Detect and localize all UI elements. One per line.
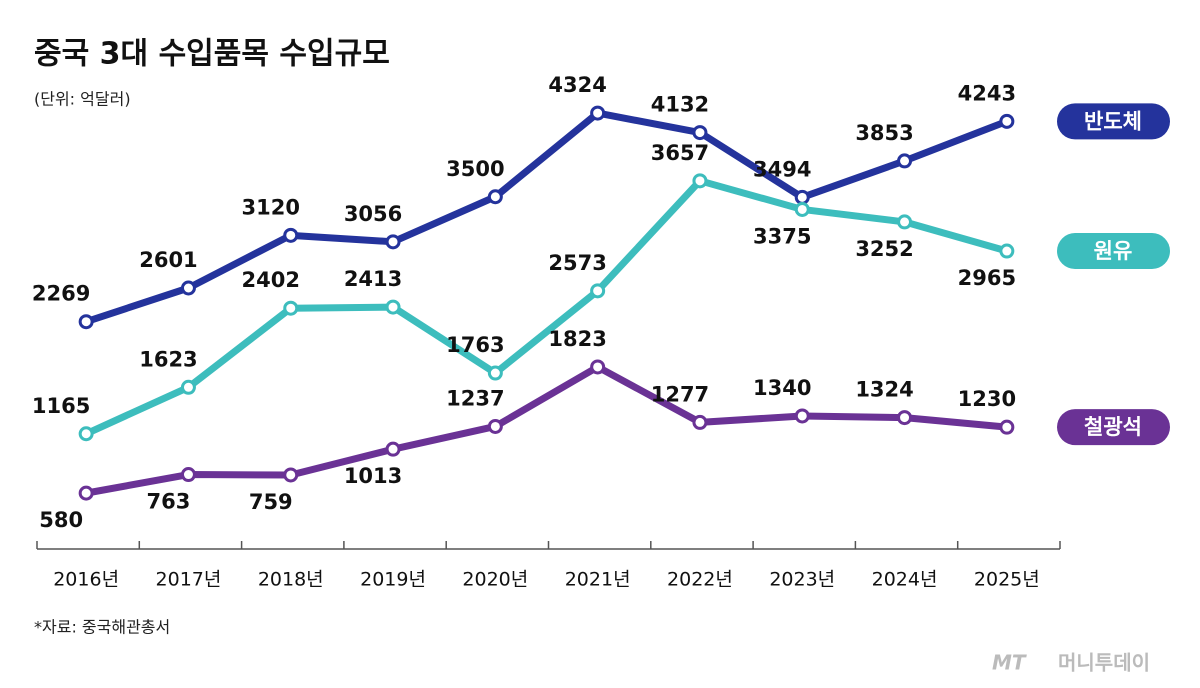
value-label: 1340 [753, 376, 811, 400]
value-label: 1237 [446, 386, 504, 410]
legend-pill [1057, 103, 1170, 140]
value-label: 1324 [855, 378, 913, 402]
point [180, 280, 196, 296]
value-label: 1165 [32, 394, 90, 418]
point [794, 408, 810, 424]
point [999, 419, 1015, 435]
value-label: 2413 [344, 267, 402, 291]
chart-title: 중국 3대 수입품목 수입규모 [34, 37, 390, 72]
point [590, 105, 606, 121]
point [590, 283, 606, 299]
series-line [85, 363, 1008, 497]
point [487, 189, 503, 205]
value-label: 2402 [242, 268, 300, 292]
point [283, 227, 299, 243]
point [692, 173, 708, 189]
value-label: 3375 [753, 224, 811, 248]
value-label: 2269 [32, 282, 90, 306]
point [283, 467, 299, 483]
value-label: 4132 [651, 93, 709, 117]
point [180, 467, 196, 483]
point [180, 379, 196, 395]
value-label: 1763 [446, 333, 504, 357]
x-tick-label: 2022년 [667, 569, 733, 591]
point [78, 426, 94, 442]
series-line [84, 177, 1008, 437]
legend-pill [1057, 409, 1170, 446]
point [78, 485, 94, 501]
point [487, 418, 503, 434]
point [999, 113, 1015, 129]
x-tick-label: 2025년 [974, 569, 1040, 591]
point [78, 314, 94, 330]
legend-pill [1057, 233, 1170, 270]
value-label: 2601 [139, 248, 197, 272]
value-label: 580 [39, 508, 83, 532]
watermark-logo: MT [992, 651, 1027, 675]
point [692, 125, 708, 141]
x-tick-label: 2017년 [156, 569, 222, 591]
series-line [85, 109, 1009, 326]
value-label: 2573 [548, 251, 606, 275]
point [283, 300, 299, 316]
value-label: 3494 [753, 157, 811, 181]
point [385, 441, 401, 457]
watermark: 머니투데이 [1058, 651, 1150, 675]
source-note: *자료: 중국해관총서 [34, 618, 170, 637]
value-label: 3120 [242, 195, 300, 219]
value-label: 3657 [651, 141, 709, 165]
x-tick-label: 2019년 [360, 569, 426, 591]
value-label: 1013 [344, 464, 402, 488]
point [794, 201, 810, 217]
value-label: 3056 [344, 202, 402, 226]
legend-label: 반도체 [1084, 109, 1142, 133]
x-tick-label: 2021년 [565, 569, 631, 591]
legend-label: 원유 [1094, 239, 1133, 263]
value-label: 1230 [958, 387, 1016, 411]
x-tick-label: 2024년 [872, 569, 938, 591]
value-label: 763 [147, 490, 191, 514]
point [385, 234, 401, 250]
x-tick-label: 2018년 [258, 569, 324, 591]
point [897, 410, 913, 426]
value-label: 3252 [855, 237, 913, 261]
value-label: 1623 [139, 347, 197, 371]
value-label: 3853 [855, 121, 913, 145]
value-label: 2965 [958, 266, 1016, 290]
value-label: 3500 [446, 157, 504, 181]
value-label: 1823 [548, 327, 606, 351]
point [692, 414, 708, 430]
chart-subtitle: (단위: 억달러) [34, 90, 131, 109]
point [897, 153, 913, 169]
point [487, 365, 503, 381]
point [794, 189, 810, 205]
value-label: 1277 [651, 382, 709, 406]
point [999, 243, 1015, 259]
x-tick-label: 2020년 [462, 569, 528, 591]
value-label: 759 [249, 490, 293, 514]
x-tick-label: 2023년 [769, 569, 835, 591]
value-label: 4324 [548, 73, 606, 97]
point [385, 299, 401, 315]
point [897, 214, 913, 230]
x-tick-label: 2016년 [53, 569, 119, 591]
point [590, 359, 606, 375]
legend-label: 철광석 [1084, 415, 1142, 439]
value-label: 4243 [958, 81, 1016, 105]
